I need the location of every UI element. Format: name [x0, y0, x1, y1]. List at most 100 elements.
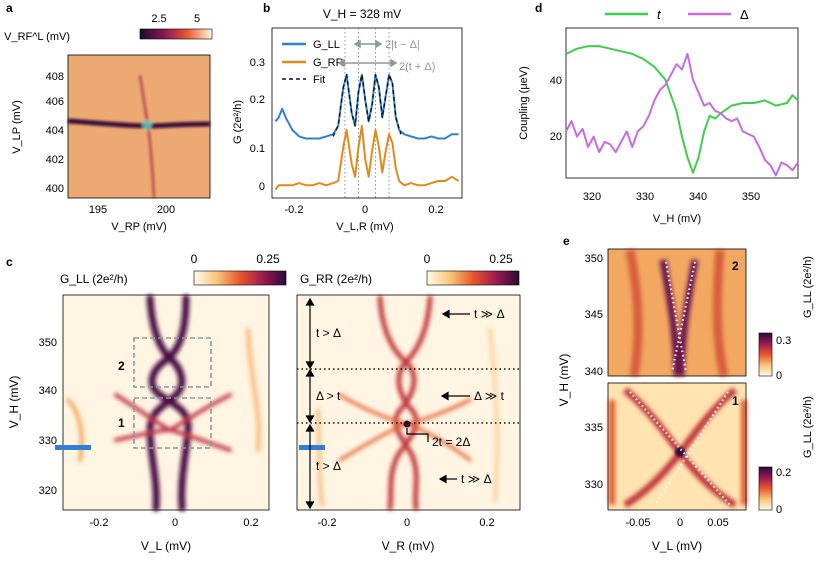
panel-e-bottom-heatmap: 1 — [607, 382, 747, 511]
panel-d: d t Δ 20 40 320 330 340 350 V_H (mV) Cou… — [518, 1, 799, 225]
panel-a-xlabel: V_RP (mV) — [111, 221, 166, 233]
panel-d-label: d — [535, 1, 542, 15]
cbar-tick: 0.25 — [256, 252, 280, 266]
panel-a-frame — [67, 54, 211, 199]
panel-e-ytick: 335 — [585, 422, 603, 434]
panel-d-xticks: 320 330 340 350 — [583, 191, 760, 203]
panel-e-label: e — [563, 234, 570, 248]
panel-a-cbar-tick: 2.5 — [151, 13, 166, 25]
panel-e-cbar-tick: 0.3 — [776, 335, 791, 347]
d-series-t-line — [565, 45, 799, 174]
panel-c-xtick: 0 — [172, 517, 178, 529]
panel-b-title: V_H = 328 mV — [323, 7, 401, 21]
panel-a-xticks: 195 200 — [89, 204, 175, 216]
panel-a-cbar-tick: 5 — [194, 13, 200, 25]
panel-c-yticks: 320 330 340 350 — [39, 337, 57, 497]
annot-t-minus-delta: 2|t − Δ| — [385, 39, 420, 51]
region-box-2-label: 2 — [118, 359, 125, 373]
legend-fit-label: Fit — [313, 74, 325, 86]
d-series--line — [565, 52, 799, 177]
b-series-grr-line — [274, 124, 460, 191]
panel-c-ytick: 340 — [39, 385, 57, 397]
panel-c-xtick: 0 — [404, 517, 410, 529]
panel-a-cbar-label: V_RF^L (mV) — [4, 31, 70, 43]
panel-c-ylabel: V_H (mV) — [7, 376, 21, 429]
panel-c-label: c — [6, 255, 13, 269]
panel-b-xlabel: V_L,R (mV) — [336, 221, 393, 233]
panel-e-bottom-colorbar — [758, 466, 773, 511]
panel-a-yticks: 400 402 404 406 408 — [46, 71, 64, 195]
panel-b-ytick: 0.3 — [250, 57, 265, 69]
panel-e-ytick: 345 — [585, 309, 603, 321]
panel-e-ytick: 340 — [585, 366, 603, 378]
panel-c-right-title: G_RR (2e²/h) — [300, 272, 372, 286]
panel-d-xtick: 320 — [583, 191, 601, 203]
panel-c-right-xlabel: V_R (mV) — [382, 539, 435, 553]
region-label-middle: Δ > t — [316, 389, 341, 403]
panel-a-ytick: 402 — [46, 154, 64, 166]
legend-delta-label: Δ — [740, 7, 749, 22]
panel-b-ytick: 0 — [259, 181, 265, 193]
panel-b-annotations — [337, 39, 398, 68]
panel-e: e 2 — [557, 234, 814, 553]
sweet-spot-label: 2t = 2Δ — [432, 435, 470, 449]
panel-d-xlabel: V_H (mV) — [653, 213, 701, 225]
panel-a-label: a — [6, 1, 13, 15]
panel-e-top-colorbar — [758, 332, 773, 377]
panel-e-cbar-tick: 0.2 — [776, 467, 791, 479]
region-label-lower: t > Δ — [316, 459, 341, 473]
panel-c-ytick: 350 — [39, 337, 57, 349]
vh-marker — [299, 445, 325, 450]
panel-a-colorbar — [139, 28, 213, 40]
panel-b-label: b — [263, 1, 270, 15]
panel-e-xlabel: V_L (mV) — [652, 539, 702, 553]
panel-e-cbar-tick: 0 — [776, 370, 782, 382]
panel-d-ytick: 20 — [550, 131, 562, 143]
panel-d-yticks: 20 40 — [550, 75, 562, 143]
panel-a-ytick: 400 — [46, 183, 64, 195]
panel-a-xtick: 200 — [157, 204, 175, 216]
panel-e-top-cbar-label: G_LL (2e²/h) — [802, 256, 814, 318]
panel-e-top-heatmap: 2 — [607, 248, 747, 377]
panel-e-top-badge: 2 — [732, 259, 739, 273]
panel-b: b V_H = 328 mV 0 0.1 0.2 0.3 -0.2 0 0.2 … — [232, 1, 463, 233]
panel-a-ytick: 406 — [46, 96, 64, 108]
panel-c-left-xlabel: V_L (mV) — [141, 539, 191, 553]
panel-b-xtick: 0.2 — [428, 204, 443, 216]
legend-grr-label: G_RR — [313, 57, 344, 69]
panel-e-bottom-badge: 1 — [732, 394, 739, 408]
panel-b-xticks: -0.2 0 0.2 — [285, 204, 444, 216]
panel-b-ytick: 0.1 — [250, 143, 265, 155]
panel-e-xtick: 0.05 — [707, 517, 728, 529]
panel-b-ylabel: G (2e²/h) — [232, 100, 244, 144]
panel-b-xtick: 0 — [362, 204, 368, 216]
panel-b-yticks: 0 0.1 0.2 0.3 — [250, 57, 265, 193]
panel-e-ylabel: V_H (mV) — [557, 354, 571, 407]
b-axes-frame — [271, 27, 463, 199]
legend-gll-label: G_LL — [313, 39, 340, 51]
panel-c-ytick: 330 — [39, 435, 57, 447]
region-arrows — [305, 297, 470, 510]
b-series-fit-line — [332, 73, 402, 137]
panel-c-xtick: -0.2 — [90, 517, 109, 529]
panel-d-xtick: 330 — [636, 191, 654, 203]
panel-a-features — [67, 74, 211, 199]
panel-e-xtick: 0 — [677, 517, 683, 529]
panel-a-ylabel: V_LP (mV) — [11, 100, 23, 154]
panel-d-xtick: 350 — [742, 191, 760, 203]
arrow-label-top: t ≫ Δ — [474, 307, 505, 321]
cbar-tick: 0 — [424, 252, 431, 266]
panel-c-xtick: 0.2 — [479, 517, 494, 529]
panel-b-xtick: -0.2 — [285, 204, 304, 216]
panel-b-plot — [271, 27, 463, 199]
panel-e-yticks: 340 345 350 330 335 — [585, 253, 603, 491]
sweet-spot — [403, 420, 411, 428]
panel-e-ytick: 350 — [585, 253, 603, 265]
vh-marker — [55, 445, 91, 450]
cbar-tick: 0.25 — [489, 252, 513, 266]
annot-t-plus-delta: 2(t + Δ) — [399, 61, 435, 73]
panel-d-ylabel: Coupling (μeV) — [518, 66, 530, 140]
panel-c-left-title: G_LL (2e²/h) — [60, 272, 128, 286]
panel-d-plot — [565, 27, 799, 179]
